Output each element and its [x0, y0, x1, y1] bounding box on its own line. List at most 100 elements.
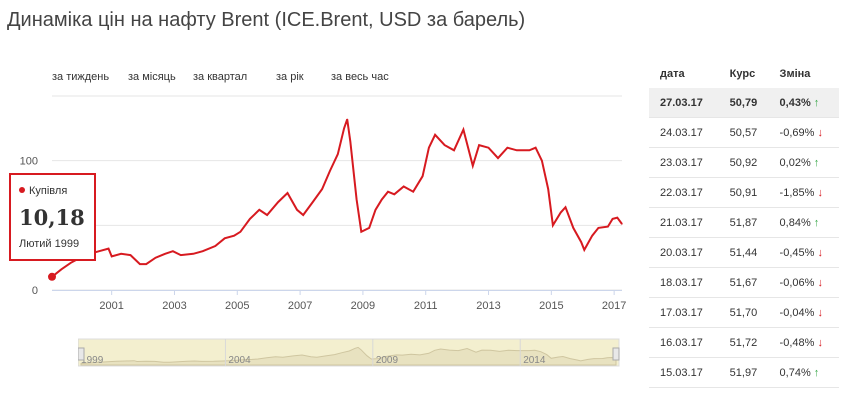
table-row[interactable]: 24.03.17 50,57 -0,69% ↓	[649, 117, 839, 148]
cell-rate: 51,72	[718, 327, 769, 358]
data-point	[616, 216, 618, 219]
period-all-time[interactable]: за весь час	[331, 71, 389, 83]
cell-change: 0,02% ↑	[768, 147, 839, 178]
x-tick-label: 2007	[288, 300, 312, 312]
cell-change: -0,04% ↓	[768, 297, 839, 328]
table-row[interactable]: 16.03.17 51,72 -0,48% ↓	[649, 327, 839, 358]
cell-change: 0,74% ↑	[768, 357, 839, 388]
data-point	[277, 201, 279, 203]
table-row[interactable]: 23.03.17 50,92 0,02% ↑	[649, 147, 839, 178]
arrow-down-icon: ↓	[814, 306, 823, 319]
data-point	[572, 227, 574, 229]
price-chart[interactable]: 2001 2003 2005 2007 2009 2011 2013 2015 2017 0 10…	[0, 90, 640, 315]
hover-point-marker	[48, 272, 56, 281]
tooltip-label: Купівля	[19, 185, 67, 197]
data-point	[560, 211, 562, 213]
cell-change: -0,45% ↓	[768, 237, 839, 268]
y-axis-ticks: 0 100	[20, 156, 38, 297]
data-point	[462, 129, 465, 131]
data-point	[70, 262, 72, 264]
x-axis-ticks: 2001 2003 2005 2007 2009 2011 2013 2015 2017	[99, 290, 626, 312]
change-value: -0,45%	[779, 246, 815, 259]
data-point	[172, 250, 174, 252]
data-point	[428, 147, 430, 149]
data-point	[591, 235, 593, 237]
period-month[interactable]: за місяць	[128, 71, 176, 83]
navigator-right-handle[interactable]	[612, 347, 620, 361]
chart-grid	[52, 95, 622, 291]
change-value: -0,69%	[779, 126, 815, 139]
data-point	[258, 209, 260, 211]
tooltip: Купівля 10,18 Лютий 1999	[9, 173, 96, 261]
x-tick-label: 2011	[414, 300, 438, 312]
period-week[interactable]: за тиждень	[52, 71, 110, 83]
change-value: -1,85%	[779, 186, 815, 199]
data-point	[434, 134, 436, 136]
table-row[interactable]: 22.03.17 50,91 -1,85% ↓	[649, 177, 839, 208]
change-value: 0,02%	[779, 156, 811, 169]
change-value: 0,43%	[779, 96, 811, 109]
arrow-down-icon: ↓	[814, 186, 823, 199]
data-point	[487, 147, 490, 149]
cell-change: -0,69% ↓	[768, 117, 839, 148]
change-value: 0,74%	[779, 366, 811, 379]
period-quarter[interactable]: за квартал	[193, 71, 248, 83]
x-tick-label: 2005	[225, 300, 249, 312]
data-point	[564, 206, 567, 208]
cell-change: -0,48% ↓	[768, 327, 839, 358]
arrow-down-icon: ↓	[814, 246, 823, 259]
data-point	[233, 235, 235, 237]
navigator-tick-label: 2009	[376, 355, 399, 366]
period-year[interactable]: за рік	[276, 71, 304, 83]
navigator-tick-label: 2014	[523, 355, 546, 366]
table-row[interactable]: 21.03.17 51,87 0,84% ↑	[649, 207, 839, 238]
range-navigator[interactable]: 1999 2004 2009 2014	[78, 338, 623, 376]
rates-table: дата Курс Зміна 27.03.17 50,79 0,43% ↑ 24.0…	[649, 60, 839, 388]
cell-date: 16.03.17	[649, 327, 719, 358]
navigator-left-handle[interactable]	[78, 347, 85, 361]
table-row[interactable]: 17.03.17 51,70 -0,04% ↓	[649, 297, 839, 328]
navigator-tick-label: 2004	[228, 355, 251, 366]
arrow-down-icon: ↓	[814, 126, 823, 139]
tooltip-value: 10,18	[19, 205, 85, 230]
data-point	[443, 144, 446, 146]
cell-change: 0,84% ↑	[768, 207, 839, 238]
col-rate-header: Курс	[729, 68, 756, 80]
data-point	[286, 192, 289, 194]
data-point	[337, 153, 339, 155]
table-row[interactable]: 27.03.17 50,79 0,43% ↑	[649, 88, 839, 118]
table-row[interactable]: 18.03.17 51,67 -0,06% ↓	[649, 267, 839, 298]
col-change-header: Зміна	[779, 68, 811, 80]
x-tick-label: 2017	[602, 300, 626, 312]
data-point	[214, 245, 216, 247]
data-point	[421, 175, 424, 177]
data-point	[541, 160, 543, 162]
data-point	[497, 157, 499, 159]
change-value: 0,84%	[779, 216, 811, 229]
data-point	[129, 254, 132, 256]
tooltip-series-name: Купівля	[29, 185, 68, 197]
table-row[interactable]: 15.03.17 51,97 0,74% ↑	[649, 357, 839, 388]
data-point	[266, 214, 268, 216]
data-point	[393, 193, 395, 195]
data-point	[249, 218, 251, 220]
cell-rate: 50,91	[718, 177, 769, 208]
table-row[interactable]: 20.03.17 51,44 -0,45% ↓	[649, 237, 839, 268]
y-tick-label: 0	[32, 285, 38, 297]
data-point	[329, 170, 331, 172]
data-point	[60, 268, 63, 270]
data-point	[611, 218, 614, 220]
data-point	[107, 248, 110, 250]
data-point	[621, 223, 623, 225]
data-point	[547, 188, 549, 190]
arrow-up-icon: ↑	[810, 156, 820, 169]
cell-rate: 51,44	[718, 237, 769, 268]
data-point	[528, 149, 530, 151]
cell-rate: 50,57	[718, 117, 769, 148]
y-tick-label: 100	[20, 156, 38, 168]
data-point	[583, 249, 585, 251]
data-point	[302, 214, 304, 216]
data-point	[346, 118, 348, 120]
cell-change: -1,85% ↓	[768, 177, 839, 208]
arrow-up-icon: ↑	[810, 96, 820, 109]
